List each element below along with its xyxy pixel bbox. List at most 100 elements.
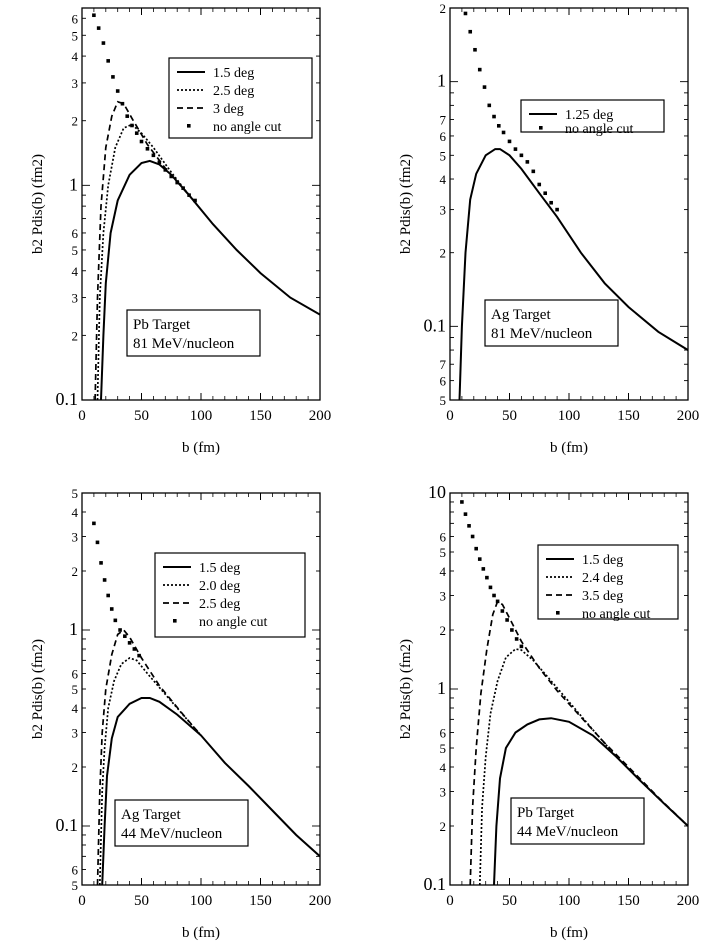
y-axis-label: b2 Pdis(b) (fm2) xyxy=(30,639,46,739)
x-axis-label: b (fm) xyxy=(550,925,588,941)
data-point xyxy=(500,609,505,613)
series-line-1 xyxy=(101,697,320,885)
y-tick-label: 3 xyxy=(72,529,79,544)
legend-label: 2.0 deg xyxy=(199,579,240,594)
y-tick-label: 5 xyxy=(72,878,79,893)
y-tick-label: 2 xyxy=(440,623,447,638)
x-tick-label: 50 xyxy=(502,893,517,909)
y-tick-label: 2 xyxy=(72,760,79,775)
data-point xyxy=(507,139,512,144)
data-point xyxy=(95,540,100,545)
series-group xyxy=(92,13,320,400)
y-tick-label: 1 xyxy=(437,71,446,91)
series-line-2 xyxy=(98,657,202,885)
y-tick-label: 2 xyxy=(440,1,447,16)
data-point xyxy=(473,47,477,52)
y-tick-label: 2 xyxy=(72,114,79,129)
data-point xyxy=(477,67,482,72)
y-tick-label: 3 xyxy=(72,291,79,306)
data-point xyxy=(519,644,524,649)
legend-label: 1.25 deg xyxy=(565,108,613,123)
chart-panel-1: 0 50 100 150 200 0.1 1 2 3 4 5 6 2 3 4 5 6 b (fm) b2 Pdis(… xyxy=(30,7,331,456)
data-point xyxy=(543,191,547,196)
legend-swatch-dot xyxy=(556,611,560,615)
annotation-box xyxy=(126,309,261,357)
x-tick-label: 0 xyxy=(446,893,454,909)
data-point xyxy=(519,153,524,158)
x-axis-label: b (fm) xyxy=(550,440,588,456)
series-line-3 xyxy=(96,628,202,885)
data-point xyxy=(187,193,191,197)
y-tick-label: 6 xyxy=(72,226,79,241)
data-point xyxy=(96,26,101,30)
annotation-text: 81 MeV/nucleon xyxy=(491,326,593,342)
legend-label: 3.5 deg xyxy=(582,589,623,604)
data-point xyxy=(163,168,168,172)
y-tick-label: 0.1 xyxy=(56,389,79,409)
data-point xyxy=(531,169,536,174)
y-axis-label: b2 Pdis(b) (fm2) xyxy=(30,154,46,254)
legend-label: no angle cut xyxy=(213,120,282,135)
annotation-text: Ag Target xyxy=(491,307,551,323)
y-tick-label: 6 xyxy=(440,374,447,389)
legend-label: 2.4 deg xyxy=(582,571,623,586)
data-point xyxy=(468,29,473,34)
annotation-box xyxy=(484,299,619,347)
x-tick-label: 100 xyxy=(190,893,213,909)
x-tick-label: 0 xyxy=(78,408,86,424)
series-line-3 xyxy=(94,100,190,400)
legend-box xyxy=(154,552,306,638)
data-point xyxy=(169,174,174,179)
data-point xyxy=(101,41,106,45)
data-point xyxy=(115,89,120,93)
y-tick-label: 5 xyxy=(72,243,79,258)
data-point xyxy=(157,160,162,165)
data-point xyxy=(513,147,518,151)
data-point xyxy=(496,124,501,128)
y-tick-label: 10 xyxy=(428,482,446,502)
data-point xyxy=(132,647,137,651)
data-point xyxy=(137,653,141,658)
x-axis-label: b (fm) xyxy=(182,925,220,941)
data-point xyxy=(175,180,179,185)
legend-swatch-dot xyxy=(187,124,191,128)
y-tick-label: 2 xyxy=(440,246,447,261)
data-point xyxy=(120,101,125,106)
y-tick-label: 1 xyxy=(69,619,78,639)
data-point xyxy=(460,500,464,504)
y-tick-label: 4 xyxy=(72,505,79,520)
data-point xyxy=(492,593,496,598)
data-point xyxy=(145,146,150,151)
series-line-1 xyxy=(458,148,688,400)
data-point xyxy=(463,11,468,16)
x-axis-label: b (fm) xyxy=(182,440,220,456)
annotation-box xyxy=(510,797,645,845)
series-group xyxy=(458,11,688,400)
data-point xyxy=(481,567,486,571)
x-tick-label: 150 xyxy=(617,893,640,909)
legend-swatch-dot xyxy=(173,619,177,623)
data-point xyxy=(470,534,475,539)
y-tick-label: 0.1 xyxy=(424,874,447,894)
x-tick-label: 100 xyxy=(558,408,581,424)
y-tick-label: 3 xyxy=(440,588,447,603)
data-point xyxy=(549,200,553,205)
annotation-text: Pb Target xyxy=(517,805,575,821)
data-point xyxy=(492,114,496,119)
y-tick-label: 6 xyxy=(440,725,447,740)
legend-label: 1.5 deg xyxy=(582,553,623,568)
y-tick-label: 3 xyxy=(440,784,447,799)
y-tick-label: 2 xyxy=(72,328,79,343)
y-tick-label: 6 xyxy=(72,666,79,681)
y-tick-label: 4 xyxy=(72,264,79,279)
data-point xyxy=(118,628,122,632)
data-point xyxy=(139,139,144,144)
legend-box xyxy=(520,99,665,133)
x-tick-label: 150 xyxy=(249,893,272,909)
y-tick-label: 0.1 xyxy=(56,815,79,835)
y-tick-label: 0.1 xyxy=(424,315,447,335)
data-point xyxy=(463,512,468,516)
data-point xyxy=(181,186,185,190)
data-point xyxy=(525,160,530,164)
